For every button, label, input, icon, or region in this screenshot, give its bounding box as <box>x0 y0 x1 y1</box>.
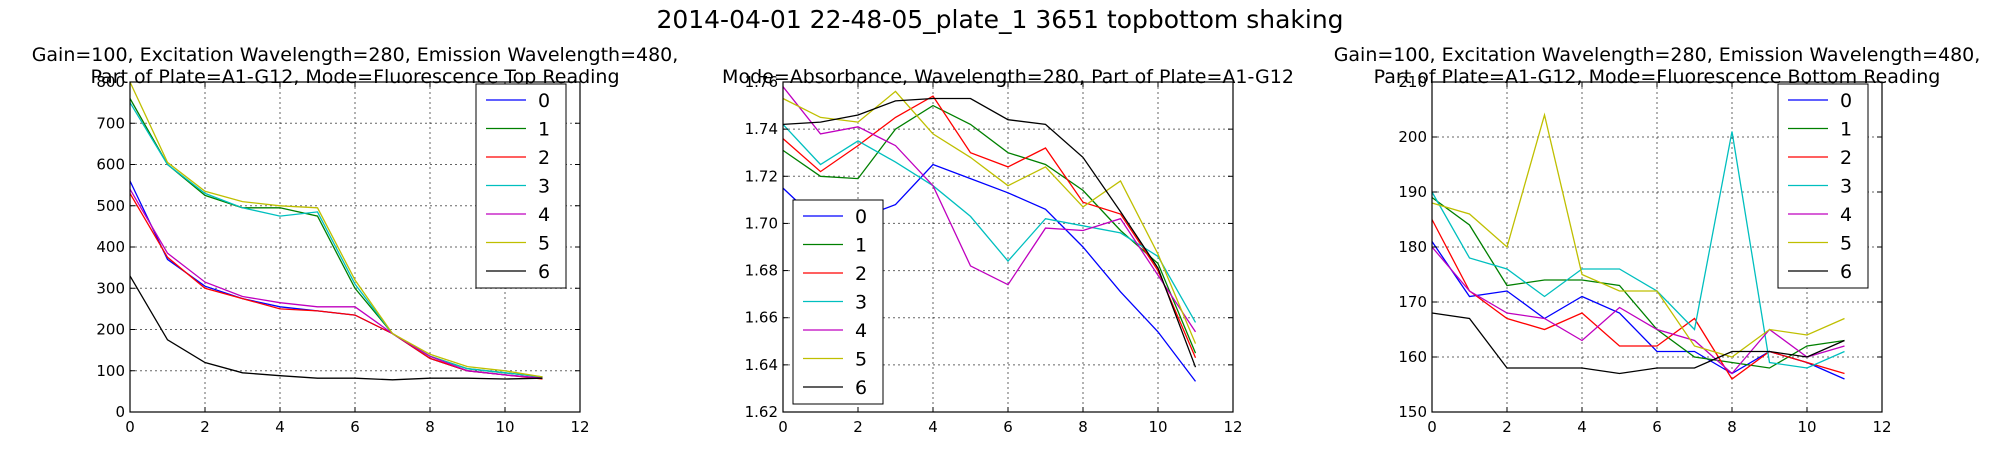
legend-label-6: 6 <box>855 377 867 399</box>
legend-label-0: 0 <box>855 206 867 228</box>
y-tick-label: 600 <box>96 156 125 174</box>
y-tick-label: 0 <box>115 403 125 421</box>
x-tick-label: 2 <box>200 418 210 436</box>
y-tick-label: 190 <box>1398 183 1427 201</box>
series-line-3 <box>129 102 543 378</box>
legend-label-3: 3 <box>855 292 867 314</box>
series-line-3 <box>782 123 1197 323</box>
figure-suptitle: 2014-04-01 22-48-05_plate_1 3651 topbott… <box>656 5 1343 34</box>
legend-label-1: 1 <box>855 235 867 257</box>
y-tick-label: 1.66 <box>745 309 778 327</box>
y-tick-label: 100 <box>96 362 125 380</box>
legend-label-1: 1 <box>1840 119 1852 141</box>
subplot-3: Gain=100, Excitation Wavelength=280, Emi… <box>1334 44 1981 436</box>
legend-label-1: 1 <box>538 119 550 141</box>
x-tick-label: 8 <box>1727 418 1737 436</box>
y-tick-label: 800 <box>96 73 125 91</box>
subplot-1: Gain=100, Excitation Wavelength=280, Emi… <box>32 44 679 436</box>
legend: 0 1 2 3 4 5 6 <box>475 83 567 289</box>
x-tick-label: 8 <box>1078 418 1088 436</box>
legend-label-4: 4 <box>855 320 867 342</box>
y-tick-label: 1.72 <box>745 167 778 185</box>
y-tick-label: 1.62 <box>745 403 778 421</box>
y-tick-label: 700 <box>96 114 125 132</box>
y-tick-label: 300 <box>96 279 125 297</box>
x-tick-label: 4 <box>1577 418 1587 436</box>
y-tick-label: 160 <box>1398 348 1427 366</box>
series-line-6 <box>782 97 1197 368</box>
y-tick-label: 210 <box>1398 73 1427 91</box>
series-line-6 <box>1431 312 1845 375</box>
y-tick-label: 500 <box>96 197 125 215</box>
series-line-1 <box>1431 196 1845 369</box>
legend-label-5: 5 <box>538 233 550 255</box>
legend-label-0: 0 <box>1840 90 1852 112</box>
x-tick-label: 2 <box>853 418 863 436</box>
series-line-6 <box>129 275 543 381</box>
y-tick-label: 200 <box>1398 128 1427 146</box>
x-tick-label: 4 <box>275 418 285 436</box>
legend-label-5: 5 <box>1840 233 1852 255</box>
series-line-5 <box>129 81 543 378</box>
legend-label-0: 0 <box>538 90 550 112</box>
legend-label-2: 2 <box>538 147 550 169</box>
x-tick-label: 10 <box>1797 418 1816 436</box>
series-line-5 <box>782 90 1197 344</box>
x-tick-label: 6 <box>1652 418 1662 436</box>
legend-label-3: 3 <box>1840 176 1852 198</box>
legend-label-2: 2 <box>1840 147 1852 169</box>
legend: 0 1 2 3 4 5 6 <box>792 199 884 405</box>
x-tick-label: 12 <box>570 418 589 436</box>
y-tick-label: 200 <box>96 321 125 339</box>
y-tick-label: 1.76 <box>745 73 778 91</box>
series-line-2 <box>1431 219 1845 380</box>
subplot-title-line1: Gain=100, Excitation Wavelength=280, Emi… <box>32 44 679 66</box>
series-line-1 <box>782 104 1197 354</box>
x-tick-label: 12 <box>1223 418 1242 436</box>
legend-label-3: 3 <box>538 176 550 198</box>
series-line-5 <box>1431 112 1845 358</box>
legend-label-2: 2 <box>855 263 867 285</box>
legend-label-5: 5 <box>855 349 867 371</box>
legend-label-4: 4 <box>1840 204 1852 226</box>
x-tick-label: 6 <box>350 418 360 436</box>
series-line-4 <box>129 188 543 379</box>
x-tick-label: 10 <box>495 418 514 436</box>
legend-label-4: 4 <box>538 204 550 226</box>
x-tick-label: 4 <box>928 418 938 436</box>
series-line-2 <box>782 95 1197 359</box>
y-tick-label: 180 <box>1398 238 1427 256</box>
subplot-2: Mode=Absorbance, Wavelength=280, Part of… <box>722 66 1294 436</box>
x-tick-label: 0 <box>1427 418 1437 436</box>
y-tick-label: 150 <box>1398 403 1427 421</box>
x-tick-label: 10 <box>1148 418 1167 436</box>
x-tick-label: 2 <box>1502 418 1512 436</box>
x-tick-label: 0 <box>778 418 788 436</box>
series-line-4 <box>782 86 1197 333</box>
y-tick-label: 1.64 <box>745 356 778 374</box>
y-tick-label: 400 <box>96 238 125 256</box>
series-line-3 <box>1431 131 1845 369</box>
y-tick-label: 170 <box>1398 293 1427 311</box>
subplot-title-line1: Gain=100, Excitation Wavelength=280, Emi… <box>1334 44 1981 66</box>
series-line-4 <box>1431 246 1845 375</box>
legend-label-6: 6 <box>1840 261 1852 283</box>
legend-label-6: 6 <box>538 261 550 283</box>
y-tick-label: 1.70 <box>745 214 778 232</box>
y-tick-label: 1.74 <box>745 120 778 138</box>
legend: 0 1 2 3 4 5 6 <box>1777 83 1869 289</box>
x-tick-label: 6 <box>1003 418 1013 436</box>
y-tick-label: 1.68 <box>745 262 778 280</box>
x-tick-label: 12 <box>1872 418 1891 436</box>
x-tick-label: 8 <box>425 418 435 436</box>
x-tick-label: 0 <box>125 418 135 436</box>
